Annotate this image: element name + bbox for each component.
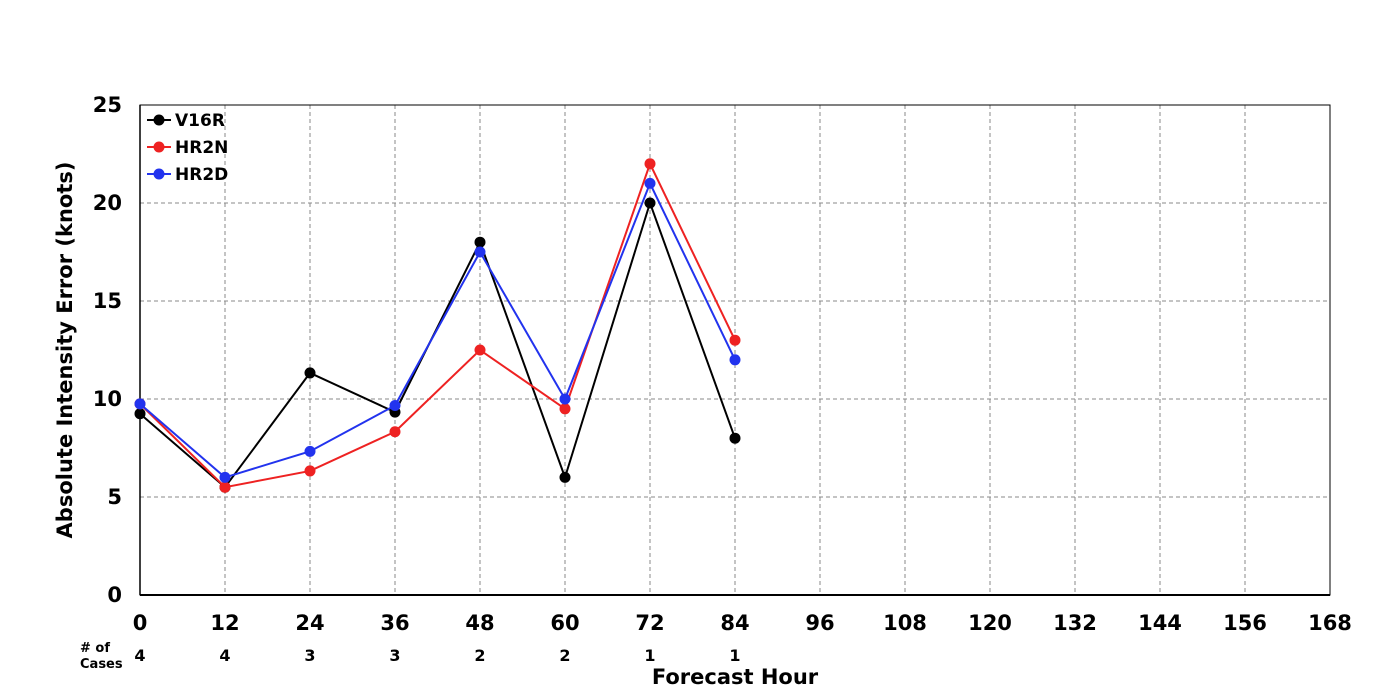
legend-marker-HR2D	[153, 168, 165, 180]
legend-item-V16R: V16R	[147, 111, 225, 131]
x-axis-label: Forecast Hour	[652, 665, 819, 689]
case-counts: # of Cases 4 4 3 3 2 2 1 1	[80, 641, 741, 672]
x-tick-label-84: 84	[720, 611, 749, 635]
x-tick-label-168: 168	[1308, 611, 1352, 635]
case-count-84: 1	[729, 646, 740, 665]
point-HR2D-72	[644, 177, 656, 189]
series-line-V16R	[139, 199, 736, 489]
series-line-HR2N	[139, 161, 736, 489]
y-tick-label-0: 0	[107, 583, 122, 607]
data-series	[134, 158, 741, 493]
y-tick-label-25: 25	[93, 93, 122, 117]
point-V16R-24	[304, 367, 316, 379]
legend-label-V16R: V16R	[175, 111, 225, 131]
legend-label-HR2D: HR2D	[175, 165, 228, 185]
x-tick-label-24: 24	[295, 611, 324, 635]
legend-item-HR2N: HR2N	[147, 138, 228, 158]
cases-label-line2: Cases	[80, 657, 123, 672]
legend-item-HR2D: HR2D	[147, 165, 228, 185]
point-HR2N-60	[559, 403, 571, 415]
x-tick-label-120: 120	[968, 611, 1012, 635]
x-tick-label-72: 72	[635, 611, 664, 635]
x-tick-label-156: 156	[1223, 611, 1267, 635]
x-tick-label-60: 60	[550, 611, 579, 635]
point-HR2D-48	[474, 246, 486, 258]
point-HR2N-36	[389, 426, 401, 438]
x-tick-label-0: 0	[133, 611, 148, 635]
x-tick-label-48: 48	[465, 611, 494, 635]
point-HR2D-36	[389, 399, 401, 411]
x-tick-label-96: 96	[805, 611, 834, 635]
point-HR2D-24	[304, 445, 316, 457]
y-axis-label: Absolute Intensity Error (knots)	[53, 162, 77, 539]
point-HR2N-48	[474, 344, 486, 356]
point-HR2D-84	[729, 354, 741, 366]
point-HR2D-0	[134, 398, 146, 410]
point-V16R-72	[644, 197, 656, 209]
point-V16R-84	[729, 432, 741, 444]
case-count-48: 2	[474, 646, 485, 665]
x-tick-label-108: 108	[883, 611, 927, 635]
x-tick-label-12: 12	[210, 611, 239, 635]
x-tick-label-144: 144	[1138, 611, 1182, 635]
legend-marker-V16R	[153, 114, 165, 126]
point-HR2D-60	[559, 393, 571, 405]
y-tick-label-10: 10	[93, 387, 122, 411]
case-count-0: 4	[134, 646, 145, 665]
case-count-72: 1	[644, 646, 655, 665]
y-axis-ticks: 0 5 10 15 20 25	[93, 93, 141, 607]
point-HR2N-84	[729, 334, 741, 346]
point-V16R-48	[474, 236, 486, 248]
legend-label-HR2N: HR2N	[175, 138, 228, 158]
point-HR2N-72	[644, 158, 656, 170]
case-count-24: 3	[304, 646, 315, 665]
series-line-HR2D	[139, 180, 736, 479]
grid-lines	[140, 105, 1330, 595]
x-tick-label-36: 36	[380, 611, 409, 635]
x-tick-label-132: 132	[1053, 611, 1097, 635]
point-HR2D-12	[219, 471, 231, 483]
y-tick-label-20: 20	[93, 191, 122, 215]
legend-marker-HR2N	[153, 141, 165, 153]
series-HR2D	[134, 177, 741, 483]
point-V16R-0	[134, 408, 146, 420]
point-V16R-60	[559, 471, 571, 483]
y-tick-label-15: 15	[93, 289, 122, 313]
y-tick-label-5: 5	[107, 485, 122, 509]
x-axis-ticks: 0 12 24 36 48 60 72 84 96 108 120 132 144 156 168	[133, 594, 1352, 635]
case-count-60: 2	[559, 646, 570, 665]
point-HR2N-24	[304, 465, 316, 477]
cases-label-line1: # of	[80, 641, 110, 656]
legend: V16R HR2N HR2D	[147, 111, 228, 185]
case-count-36: 3	[389, 646, 400, 665]
point-HR2N-12	[219, 481, 231, 493]
case-count-12: 4	[219, 646, 230, 665]
